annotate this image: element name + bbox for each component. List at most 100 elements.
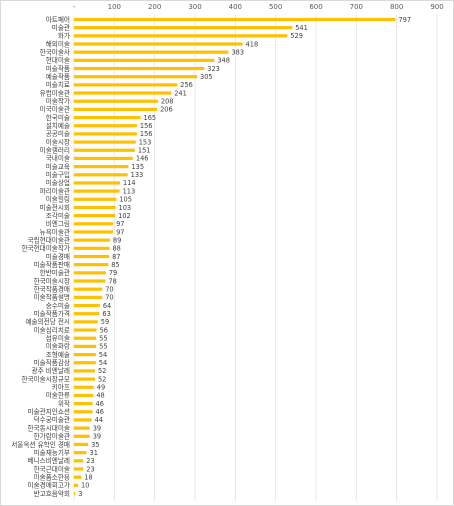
- bar: [74, 418, 92, 422]
- value-label: 529: [290, 32, 303, 40]
- category-label: 미술힐링: [46, 195, 70, 204]
- bar: [74, 475, 82, 479]
- category-label: 베니스비엔날레: [28, 456, 70, 465]
- category-label: 조각미술: [46, 211, 70, 220]
- value-label: 114: [123, 179, 136, 187]
- value-label: 79: [109, 269, 117, 277]
- bar: [74, 369, 95, 373]
- bar: [74, 181, 120, 185]
- category-label: 한국동시대미술: [28, 423, 70, 432]
- value-label: 54: [99, 359, 107, 367]
- category-label: 비엔그림: [46, 219, 70, 228]
- value-label: 305: [200, 73, 213, 81]
- value-label: 89: [113, 236, 121, 244]
- category-label: 예술의전당 전시: [25, 317, 70, 326]
- bar: [74, 165, 129, 169]
- category-label: 한국미술시장규모: [21, 374, 70, 383]
- value-label: 135: [131, 163, 144, 171]
- value-label: 35: [91, 441, 99, 449]
- category-label: 미술화랑: [46, 342, 70, 351]
- bar: [74, 426, 90, 430]
- value-label: 323: [207, 65, 220, 73]
- bar: [74, 402, 93, 406]
- value-label: 85: [111, 261, 119, 269]
- value-label: 70: [105, 294, 113, 302]
- x-tick-label: 800: [390, 3, 403, 11]
- value-label: 113: [123, 187, 136, 195]
- bar: [74, 189, 120, 193]
- x-tick-label: 500: [269, 3, 282, 11]
- bar: [74, 205, 116, 210]
- value-label: 156: [140, 130, 153, 138]
- category-label: 섬유미술: [46, 334, 70, 343]
- category-label: 미술관: [52, 23, 70, 32]
- category-label: 파리미술관: [40, 186, 70, 195]
- value-label: 49: [97, 384, 105, 392]
- value-label: 105: [119, 196, 132, 204]
- value-label: 102: [118, 212, 131, 220]
- bar: [74, 303, 100, 308]
- x-tick-label: 200: [148, 3, 161, 11]
- bar: [74, 295, 103, 299]
- value-label: 78: [108, 277, 116, 285]
- value-label: 52: [98, 375, 106, 383]
- value-label: 59: [101, 318, 109, 326]
- bar: [74, 26, 293, 30]
- bar: [74, 352, 96, 357]
- value-label: 797: [398, 16, 411, 24]
- category-label: 설치예술: [46, 121, 70, 130]
- bar: [74, 214, 116, 218]
- value-label: 39: [93, 424, 101, 432]
- value-label: 3: [78, 490, 82, 498]
- bar: [74, 442, 89, 447]
- category-label: 한국작품경매: [34, 284, 70, 293]
- value-label: 46: [96, 408, 104, 416]
- bar: [74, 17, 396, 22]
- value-label: 44: [95, 416, 103, 424]
- bar: [74, 66, 205, 71]
- value-label: 541: [295, 24, 308, 32]
- value-label: 208: [161, 98, 174, 106]
- x-tick-label: 700: [350, 3, 363, 11]
- bar: [74, 263, 109, 267]
- x-tick-label: -: [73, 3, 76, 11]
- value-label: 87: [112, 253, 120, 261]
- bar: [74, 75, 198, 79]
- bar: [74, 491, 76, 496]
- category-label: 미술구입: [46, 170, 70, 179]
- x-tick-label: 300: [188, 3, 201, 11]
- bar: [74, 377, 95, 381]
- category-label: 한가람미술관: [34, 432, 70, 441]
- value-label: 133: [131, 171, 144, 179]
- value-label: 31: [90, 449, 98, 457]
- value-label: 206: [160, 106, 173, 114]
- category-label: 한국근대미술: [34, 464, 70, 473]
- bar: [74, 434, 90, 438]
- value-label: 256: [180, 81, 193, 89]
- category-label: 조형예술: [46, 350, 70, 359]
- category-label: 국립현대미술관: [28, 235, 70, 244]
- bar: [74, 279, 106, 283]
- bar: [74, 173, 128, 177]
- category-label: 미술작품판매: [34, 260, 70, 269]
- category-label: 덕수궁미술관: [34, 415, 70, 424]
- category-label: 유럽미술관: [40, 88, 70, 97]
- category-label: 미술갤러리: [40, 146, 70, 155]
- bar: [74, 246, 110, 250]
- value-label: 52: [98, 367, 106, 375]
- bar: [74, 344, 97, 348]
- value-label: 97: [116, 228, 124, 236]
- bar: [74, 42, 243, 46]
- bar: [74, 320, 98, 324]
- category-label: 반고흐음악회: [34, 489, 70, 498]
- category-label: 미술경매회고가: [28, 481, 70, 490]
- x-tick-label: 100: [108, 3, 121, 11]
- category-label: 미술전시회: [40, 203, 70, 212]
- category-label: 미술한류: [46, 391, 70, 400]
- value-label: 64: [103, 302, 111, 310]
- value-label: 151: [138, 147, 151, 155]
- bar: [74, 197, 117, 201]
- category-label: 미술작가: [46, 97, 70, 106]
